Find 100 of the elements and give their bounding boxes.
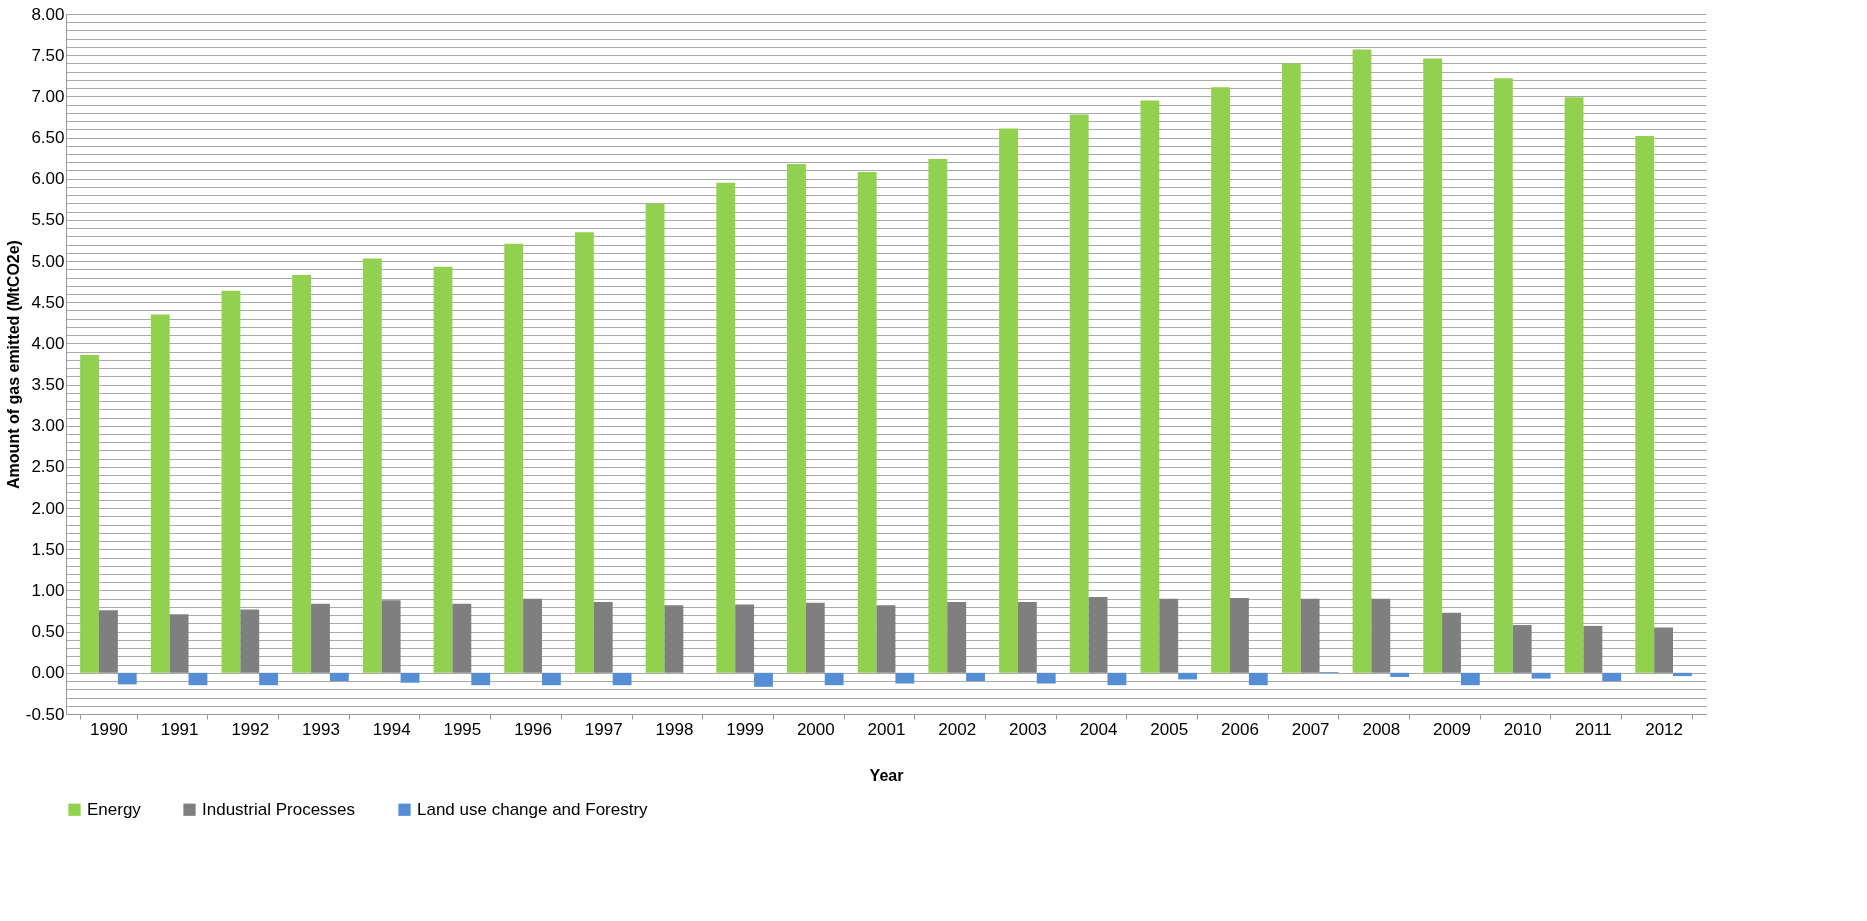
x-tick-label: 1998 — [655, 719, 694, 739]
x-tick-label: 1991 — [160, 719, 199, 739]
x-tick-label: 1992 — [231, 719, 270, 739]
bar — [117, 672, 137, 685]
bar — [1248, 672, 1268, 686]
x-tick-label: 2000 — [796, 719, 835, 739]
y-tick-label: 3.00 — [31, 416, 65, 436]
y-tick-label: 4.00 — [31, 333, 65, 353]
bar — [259, 672, 279, 686]
bar — [1390, 672, 1410, 677]
bar — [1602, 672, 1622, 682]
bar — [574, 232, 594, 673]
bar — [928, 158, 948, 673]
y-tick-label: 3.50 — [31, 375, 65, 395]
x-tick-label: 2009 — [1433, 719, 1471, 739]
x-tick-label: 2010 — [1503, 719, 1542, 739]
bar — [188, 672, 208, 686]
y-tick-label: 7.50 — [31, 45, 65, 65]
bar — [1460, 672, 1480, 686]
bar — [1069, 114, 1089, 673]
y-tick-label: 2.00 — [31, 498, 65, 518]
legend-label: Industrial Processes — [202, 799, 356, 819]
y-tick-label: 5.00 — [31, 251, 65, 271]
bar — [805, 602, 825, 673]
x-tick-label: 2003 — [1008, 719, 1047, 739]
bar — [1088, 597, 1108, 673]
bar — [1493, 78, 1513, 673]
bar — [292, 275, 312, 673]
bar — [735, 604, 755, 673]
y-tick-label: 6.00 — [31, 169, 65, 189]
bar — [221, 290, 241, 673]
bar — [504, 243, 524, 673]
bar — [1583, 625, 1603, 673]
x-tick-label: 1996 — [514, 719, 552, 739]
bar — [362, 258, 382, 673]
bar — [433, 266, 453, 673]
bar — [1300, 598, 1320, 673]
x-axis-title: Year — [869, 766, 904, 784]
bar — [966, 672, 985, 682]
bar — [1211, 87, 1231, 673]
y-tick-label: 2.50 — [31, 457, 65, 477]
bar — [1140, 100, 1160, 673]
legend-label: Energy — [87, 799, 142, 819]
bar — [947, 602, 967, 673]
x-tick-label: 2005 — [1150, 719, 1189, 739]
y-tick-label: 6.50 — [31, 128, 65, 148]
bar — [329, 672, 349, 682]
bar — [876, 605, 896, 673]
y-tick-label: 1.50 — [31, 539, 65, 559]
x-tick-label: 2002 — [938, 719, 977, 739]
bar — [824, 672, 844, 686]
bar — [1654, 627, 1674, 673]
bar — [1531, 672, 1551, 679]
y-axis-title: Amount of gas emitted (MtCO2e) — [4, 240, 22, 489]
bar — [523, 598, 542, 673]
bar — [381, 600, 401, 673]
bar — [895, 672, 915, 684]
y-tick-label: -0.50 — [25, 704, 65, 724]
x-tick-label: 1997 — [584, 719, 623, 739]
bar — [716, 182, 736, 673]
bar — [1281, 63, 1301, 673]
bar — [754, 672, 773, 687]
bar — [541, 672, 561, 686]
bar — [664, 605, 684, 673]
bar — [645, 203, 665, 673]
bar — [452, 603, 472, 673]
bar — [1371, 598, 1391, 673]
y-tick-label: 0.00 — [31, 663, 65, 683]
bar — [1635, 135, 1655, 673]
bar — [240, 609, 260, 673]
y-tick-label: 1.00 — [31, 580, 65, 600]
x-tick-label: 2011 — [1575, 719, 1612, 739]
x-tick-label: 2012 — [1645, 719, 1683, 739]
y-tick-label: 4.50 — [31, 292, 65, 312]
bar — [169, 614, 189, 673]
bar — [1442, 612, 1461, 673]
bar — [98, 610, 118, 673]
x-tick-label: 1995 — [443, 719, 482, 739]
x-tick-label: 2006 — [1221, 719, 1259, 739]
bar — [593, 602, 613, 673]
bar — [400, 672, 420, 683]
y-tick-label: 7.00 — [31, 86, 65, 106]
bar — [471, 672, 491, 686]
legend-label: Land use change and Forestry — [417, 799, 649, 819]
x-tick-label: 1999 — [726, 719, 765, 739]
x-tick-label: 2008 — [1362, 719, 1401, 739]
bar — [1230, 597, 1249, 673]
x-tick-label: 1990 — [90, 719, 128, 739]
bar — [1564, 97, 1584, 673]
bar — [80, 354, 99, 673]
bar — [1159, 598, 1179, 673]
x-tick-label: 2004 — [1079, 719, 1118, 739]
bar — [150, 314, 170, 673]
x-tick-label: 2001 — [867, 719, 906, 739]
x-tick-label: 1993 — [302, 719, 340, 739]
bar — [1178, 672, 1198, 680]
bar — [311, 603, 330, 673]
y-tick-label: 0.50 — [31, 622, 65, 642]
bar — [787, 163, 806, 673]
bar — [1512, 625, 1532, 673]
